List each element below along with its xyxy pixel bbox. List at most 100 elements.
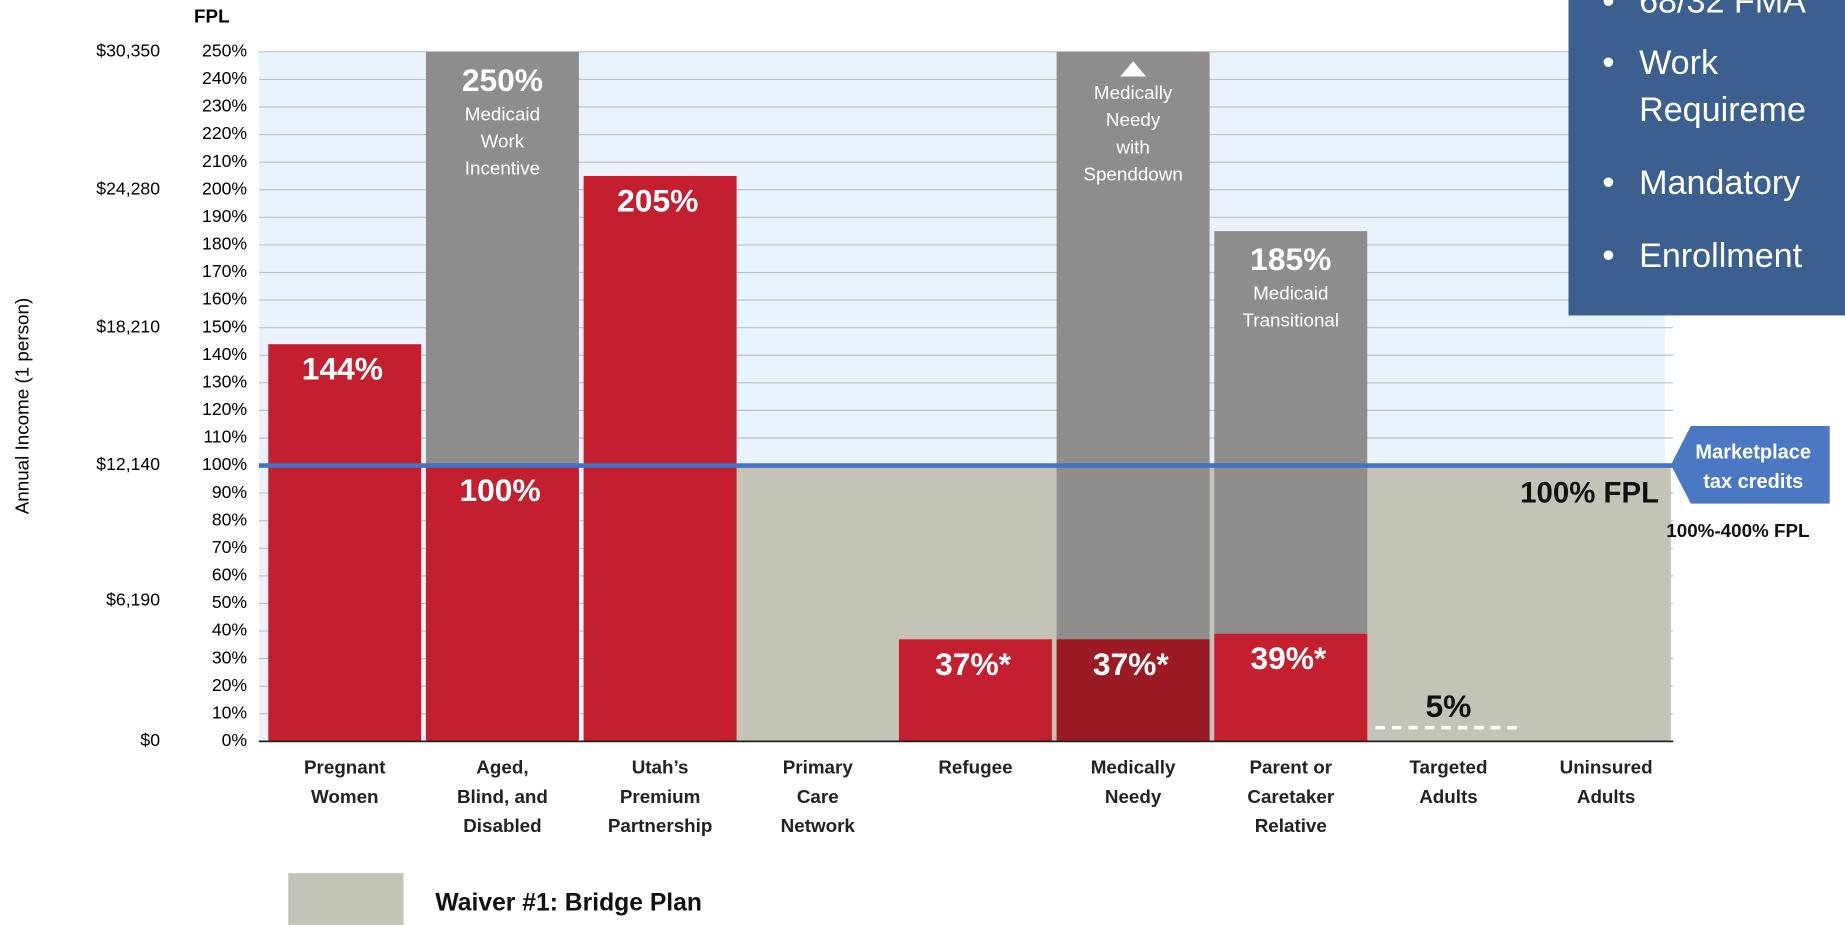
bar: [1056, 639, 1210, 742]
bar-value-label: 37%*: [1093, 646, 1170, 682]
y-tick-label: 60%: [212, 565, 248, 585]
callout-bullet: •: [1602, 163, 1614, 202]
y-tick-label: 160%: [202, 289, 247, 309]
y-tick-label: 40%: [212, 620, 248, 640]
bar-value-label: 185%: [1250, 241, 1331, 277]
marketplace-range: 100%-400% FPL: [1666, 520, 1809, 541]
bar-annotation: Medicaid: [1253, 283, 1328, 304]
x-tick-label: Blind, and: [457, 786, 548, 807]
x-tick-label: Women: [311, 786, 379, 807]
x-tick-label: Primary: [783, 756, 854, 777]
bar: [425, 465, 579, 742]
y-tick-label: 220%: [202, 123, 247, 143]
bar-value-label: 5%: [1426, 688, 1472, 724]
bar: [268, 344, 422, 742]
y-tick-label: 80%: [212, 509, 248, 529]
callout-text: Requireme: [1639, 91, 1806, 129]
bar-value-label: 37%*: [935, 646, 1012, 682]
x-tick-label: Partnership: [608, 815, 713, 836]
waiver-area: [1367, 465, 1530, 742]
y-tick-label: 20%: [212, 675, 248, 695]
y2-tick-label: $24,280: [96, 178, 160, 198]
y-tick-label: 100%: [202, 454, 247, 474]
x-tick-label: Care: [797, 786, 839, 807]
x-tick-label: Disabled: [463, 815, 541, 836]
y-axis-title: FPL: [194, 6, 230, 27]
y-tick-label: 240%: [202, 68, 247, 88]
waiver-area: [1524, 465, 1671, 742]
marketplace-label: tax credits: [1703, 471, 1803, 493]
x-tick-label: Uninsured: [1560, 756, 1653, 777]
x-tick-label: Adults: [1577, 786, 1636, 807]
callout-text: Work: [1639, 44, 1719, 82]
y-tick-label: 120%: [202, 399, 247, 419]
y-tick-label: 90%: [212, 482, 248, 502]
x-tick-label: Adults: [1419, 786, 1478, 807]
y2-tick-label: $0: [140, 730, 160, 750]
y-tick-label: 130%: [202, 371, 247, 391]
y-tick-label: 70%: [212, 537, 248, 557]
x-tick-label: Relative: [1255, 815, 1327, 836]
y-tick-label: 110%: [203, 427, 247, 447]
callout-text: Enrollment: [1639, 237, 1803, 275]
bar: [1214, 633, 1368, 742]
marketplace-arrow: [1670, 426, 1830, 504]
x-tick-label: Parent or: [1249, 756, 1332, 777]
y2-tick-label: $6,190: [106, 589, 160, 609]
y-tick-label: 230%: [202, 96, 247, 116]
y2-tick-label: $30,350: [96, 41, 160, 61]
legend-label: Waiver #1: Bridge Plan: [435, 889, 702, 916]
y-tick-label: 210%: [202, 151, 247, 171]
y2-tick-label: $18,210: [96, 316, 160, 336]
callout-bullet: •: [1602, 0, 1614, 21]
y-tick-label: 170%: [202, 261, 247, 281]
y-tick-label: 30%: [212, 647, 248, 667]
bar: [1056, 51, 1210, 742]
x-tick-label: Utah’s: [632, 756, 689, 777]
callout-bullet: •: [1602, 43, 1614, 82]
x-tick-label: Aged,: [476, 756, 528, 777]
callout-text: Mandatory: [1639, 164, 1800, 202]
marketplace-label: Marketplace: [1695, 441, 1811, 463]
y2-axis-title: Annual Income (1 person): [12, 298, 33, 514]
y-tick-label: 0%: [222, 730, 248, 750]
x-tick-label: Network: [781, 815, 856, 836]
x-tick-label: Caretaker: [1247, 786, 1334, 807]
legend-swatch: [288, 873, 404, 925]
y-tick-label: 10%: [212, 702, 248, 722]
bar-value-label: 39%*: [1250, 640, 1327, 676]
y-tick-label: 180%: [202, 234, 247, 254]
y-tick-label: 150%: [202, 316, 247, 336]
y-tick-label: 140%: [202, 344, 247, 364]
bar: [898, 639, 1052, 742]
callout-text: 68/32 FMA: [1639, 0, 1806, 21]
bar-annotation: Medicaid: [465, 103, 540, 124]
x-tick-label: Targeted: [1409, 756, 1487, 777]
bar: [583, 175, 737, 742]
bar-annotation: Work: [481, 130, 525, 151]
bar-value-label: 100%: [459, 472, 540, 508]
waiver-area: [736, 465, 899, 742]
callout-box: [1568, 0, 1845, 316]
bar-value-label: 250%: [462, 62, 543, 98]
bar-annotation: Incentive: [465, 157, 540, 178]
bar-annotation: Medically: [1094, 82, 1173, 103]
bar-annotation: with: [1115, 136, 1149, 157]
reference-label: 100% FPL: [1520, 477, 1659, 510]
x-tick-label: Needy: [1105, 786, 1162, 807]
x-tick-label: Pregnant: [304, 756, 386, 777]
y-tick-label: 190%: [202, 206, 247, 226]
bar-value-label: 205%: [617, 182, 698, 218]
bar-annotation: Transitional: [1243, 310, 1340, 331]
y-tick-label: 200%: [202, 178, 247, 198]
bar-value-label: 144%: [302, 351, 383, 387]
arrow-up: [1120, 61, 1147, 77]
y-tick-label: 250%: [202, 41, 247, 61]
x-tick-label: Refugee: [938, 756, 1012, 777]
x-tick-label: Medically: [1091, 756, 1176, 777]
x-tick-label: Premium: [620, 786, 701, 807]
bar-annotation: Spenddown: [1083, 163, 1182, 184]
bar-annotation: Needy: [1106, 109, 1161, 130]
